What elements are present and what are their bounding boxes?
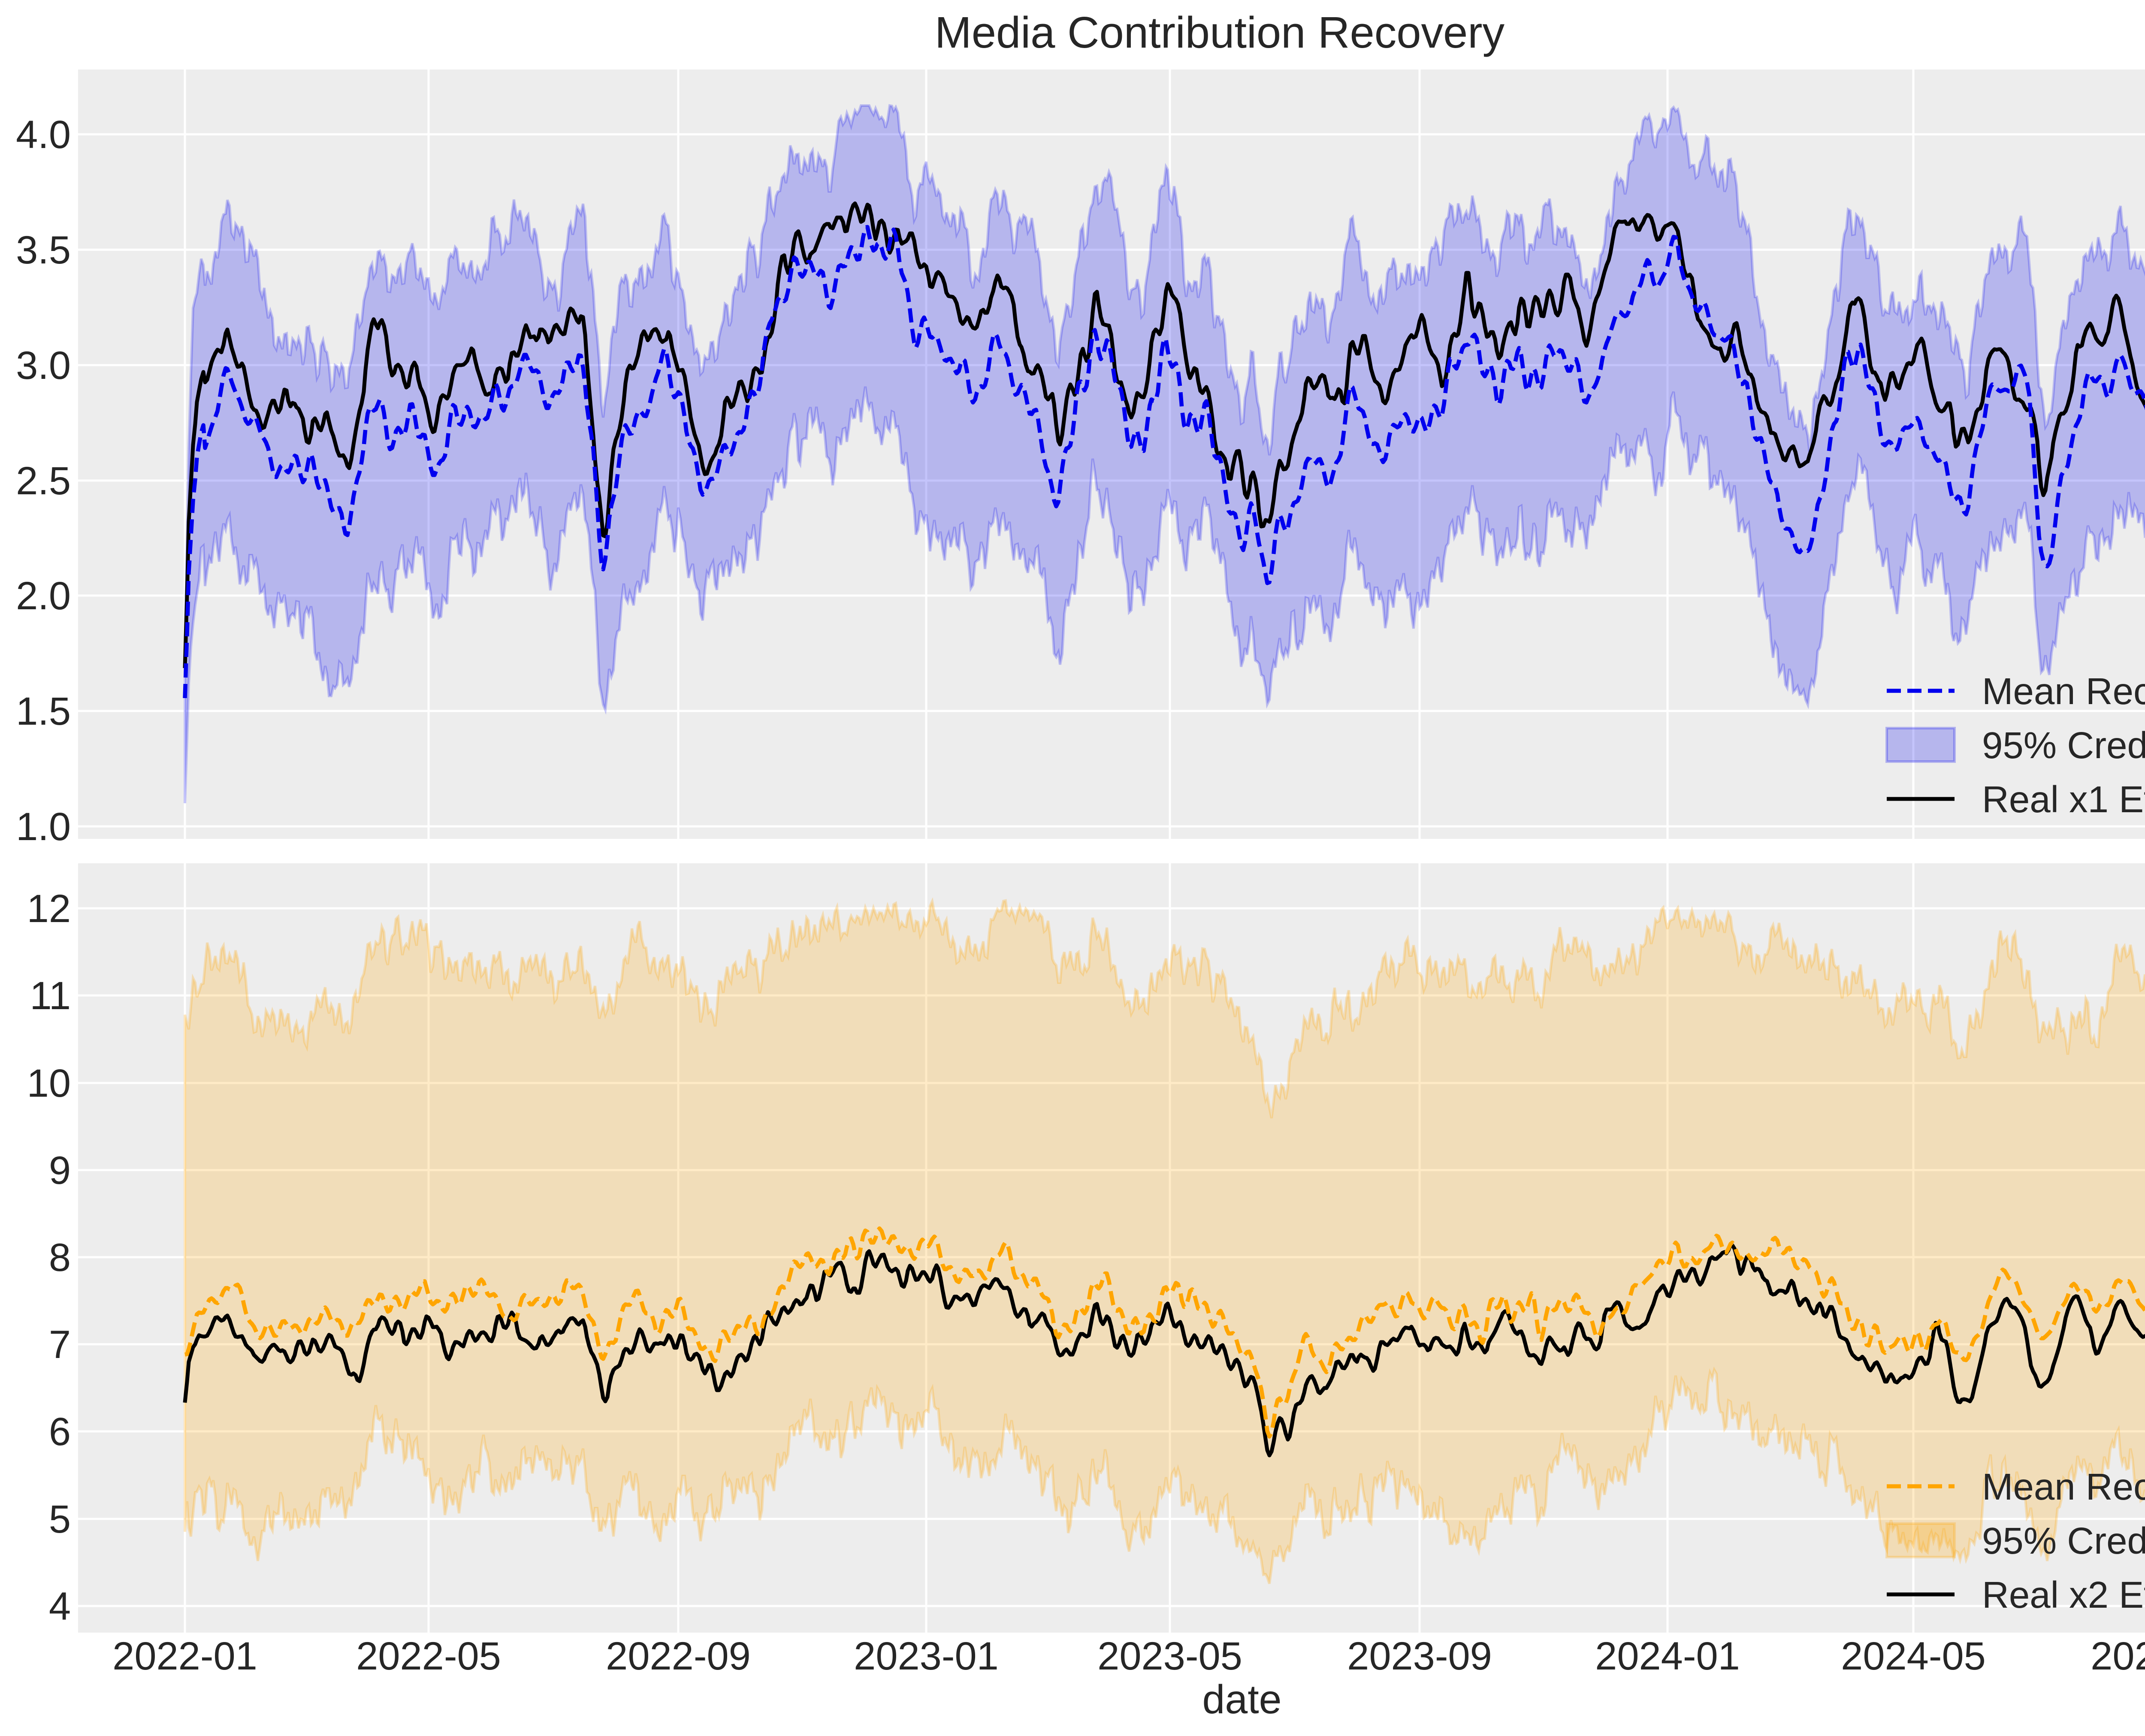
svg-text:12: 12 [27,887,71,931]
svg-text:Mean Recover x1 Effect: Mean Recover x1 Effect [1982,671,2145,712]
svg-text:6: 6 [49,1410,71,1454]
svg-text:2023-09: 2023-09 [1347,1634,1492,1678]
svg-text:3.5: 3.5 [16,228,71,272]
svg-text:2.0: 2.0 [16,574,71,618]
svg-text:4: 4 [49,1585,71,1628]
svg-text:1.0: 1.0 [16,805,71,849]
svg-text:95% Credible Interval: 95% Credible Interval [1982,1520,2145,1562]
svg-text:2.5: 2.5 [16,459,71,503]
svg-text:2022-01: 2022-01 [112,1634,257,1678]
svg-text:9: 9 [49,1149,71,1192]
svg-text:Media Contribution Recovery: Media Contribution Recovery [935,8,1505,57]
svg-text:2023-05: 2023-05 [1097,1634,1242,1678]
svg-text:5: 5 [49,1497,71,1541]
svg-text:2024-01: 2024-01 [1595,1634,1740,1678]
svg-text:10: 10 [27,1062,71,1105]
svg-text:date: date [1202,1677,1282,1722]
svg-text:1.5: 1.5 [16,690,71,733]
svg-text:7: 7 [49,1323,71,1367]
svg-text:2022-05: 2022-05 [356,1634,501,1678]
svg-text:95% Credible Interval: 95% Credible Interval [1982,725,2145,766]
svg-text:2024-09: 2024-09 [2091,1634,2145,1678]
svg-text:4.0: 4.0 [16,113,71,157]
svg-text:11: 11 [30,974,71,1018]
svg-text:2023-01: 2023-01 [854,1634,999,1678]
svg-text:8: 8 [49,1236,71,1279]
svg-text:Mean Recover x2 Effect: Mean Recover x2 Effect [1982,1466,2145,1508]
svg-text:3.0: 3.0 [16,344,71,387]
svg-text:Real x1 Effect: Real x1 Effect [1982,779,2145,820]
svg-text:Real x2 Effect: Real x2 Effect [1982,1574,2145,1616]
svg-text:2022-09: 2022-09 [606,1634,751,1678]
svg-text:2024-05: 2024-05 [1841,1634,1986,1678]
